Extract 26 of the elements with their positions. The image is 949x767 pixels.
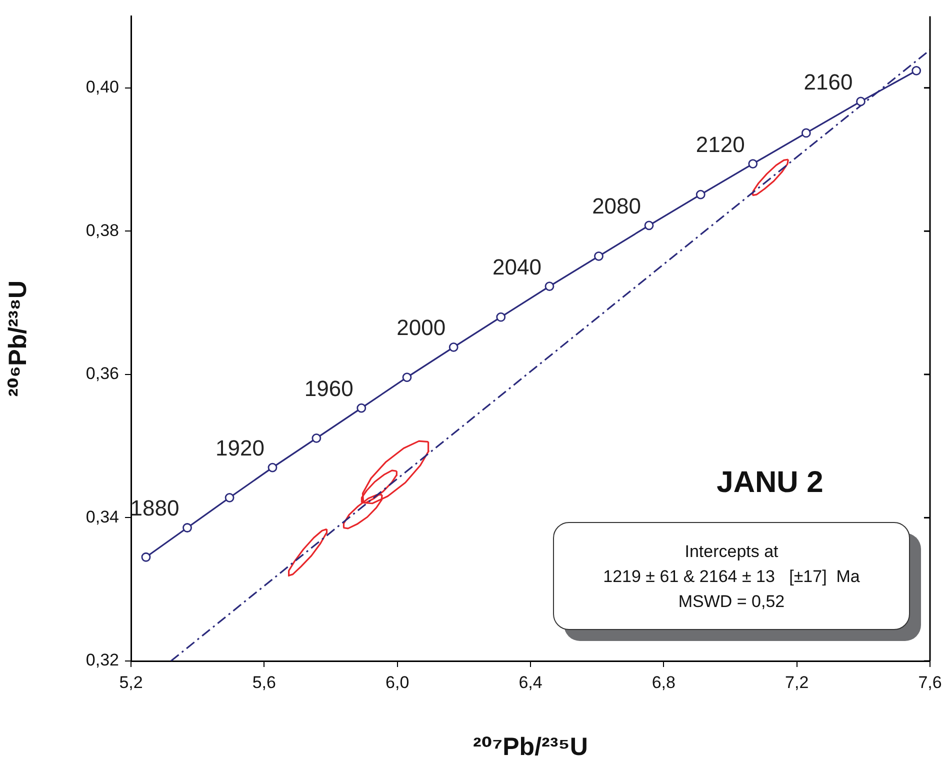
- annotation: 1920: [216, 436, 264, 461]
- annotation: 2080: [592, 193, 642, 218]
- y-tick-label: 0,38: [86, 220, 119, 240]
- annotation: 1960: [304, 376, 354, 402]
- y-tick-label: 0,34: [86, 507, 119, 526]
- annotation: JANU 2: [716, 466, 824, 500]
- y-tick-label: 0,40: [86, 78, 119, 97]
- annotation: 2040: [492, 254, 542, 280]
- x-tick-label: 6,0: [386, 672, 410, 692]
- x-tick-label: 5,2: [119, 672, 143, 692]
- annotation: 2160: [804, 69, 853, 94]
- y-tick-label: 0,36: [86, 364, 119, 384]
- annotation: 1880: [130, 496, 180, 521]
- x-axis-title: ²⁰⁷Pb/²³⁵U: [473, 732, 588, 761]
- annotation: Intercepts at: [684, 540, 778, 562]
- x-tick-label: 6,8: [652, 672, 676, 692]
- x-tick-label: 6,4: [518, 672, 542, 692]
- x-tick-label: 7,2: [785, 672, 809, 692]
- x-tick-label: 7,6: [918, 672, 942, 692]
- y-axis-title: ²⁰⁶Pb/²³⁸U: [4, 280, 32, 397]
- x-tick-label: 5,6: [252, 672, 276, 692]
- annotation: 1219 ± 61 & 2164 ± 13 [±17] Ma: [603, 566, 860, 588]
- annotation: MSWD = 0,52: [678, 590, 785, 612]
- y-tick-label: 0,32: [86, 650, 119, 670]
- annotation: 2000: [396, 315, 446, 340]
- annotation: 2120: [696, 132, 745, 157]
